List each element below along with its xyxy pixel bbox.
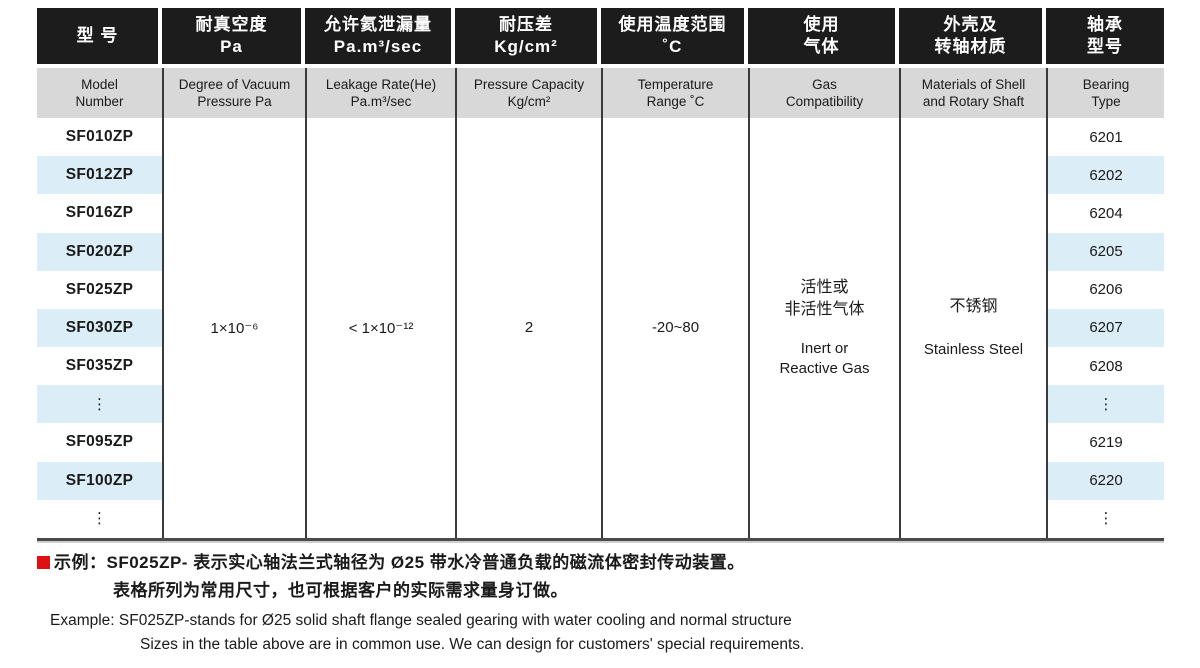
header-cell-leakage-en: Leakage Rate(He) Pa.m³/sec: [305, 68, 455, 118]
header-label: 轴承: [1087, 15, 1123, 34]
header-label: Type: [1091, 94, 1121, 109]
table-body: SF010ZP SF012ZP SF016ZP SF020ZP SF025ZP …: [37, 118, 1164, 538]
footnote-text-en2: Sizes in the table above are in common u…: [140, 636, 805, 653]
materials-english: Stainless Steel: [923, 340, 1024, 358]
header-label: 使用温度范围: [618, 15, 727, 34]
table-header-chinese: 型 号 耐真空度 Pa 允许氦泄漏量 Pa.m³/sec 耐压差 Kg/cm² 使用温…: [37, 8, 1164, 64]
header-label: Number: [75, 94, 124, 109]
footnote-text-en1: Example: SF025ZP-stands for Ø25 solid sh…: [50, 612, 792, 629]
model-cell: SF025ZP: [65, 280, 134, 298]
model-cell: SF030ZP: [37, 308, 162, 348]
bearing-cell: 6202: [1046, 156, 1164, 195]
bearing-cell: 6219: [1046, 423, 1164, 462]
bearing-cell: 6207: [1046, 308, 1164, 348]
header-label: Pressure Capacity: [473, 77, 585, 92]
model-cell: SF010ZP: [65, 128, 134, 146]
bearing-cell: 6201: [1046, 118, 1164, 157]
header-label: Pa.m³/sec: [350, 94, 412, 109]
header-label: Degree of Vacuum: [178, 77, 291, 92]
model-cell: SF012ZP: [37, 156, 162, 195]
pressure-value-cell: 2: [455, 118, 601, 538]
header-cell-model-cn: 型 号: [37, 8, 162, 64]
header-cell-vacuum-cn: 耐真空度 Pa: [162, 8, 305, 64]
footnote-text-cn1: 示例：SF025ZP- 表示实心轴法兰式轴径为 Ø25 带水冷普通负载的磁流体密…: [54, 553, 745, 572]
header-cell-materials-en: Materials of Shell and Rotary Shaft: [899, 68, 1046, 118]
bearing-cell: 6206: [1046, 270, 1164, 309]
header-label: 耐真空度: [195, 15, 268, 34]
header-label: Kg/cm²: [507, 94, 551, 109]
model-cell: SF095ZP: [65, 433, 134, 451]
header-label: 允许氦泄漏量: [324, 15, 432, 34]
leakage-value-cell: < 1×10⁻¹²: [305, 118, 455, 538]
materials-chinese: 不锈钢: [949, 297, 998, 315]
gas-english-line2: Reactive Gas: [779, 359, 870, 377]
temperature-value-cell: -20~80: [601, 118, 748, 538]
model-cell: SF020ZP: [37, 232, 162, 271]
header-label: 转轴材质: [934, 37, 1007, 56]
model-cell-ellipsis: ⋮: [37, 385, 162, 424]
model-cell: SF100ZP: [37, 461, 162, 500]
bearing-cell: 6208: [1046, 347, 1164, 386]
table-header-english: Model Number Degree of Vacuum Pressure Pa …: [37, 68, 1164, 118]
materials-value-cell: 不锈钢 Stainless Steel: [899, 118, 1046, 538]
header-label: Model: [81, 77, 118, 92]
header-label: 耐压差: [499, 15, 553, 34]
header-label: Leakage Rate(He): [325, 77, 437, 92]
model-cell-ellipsis: ⋮: [92, 510, 107, 528]
header-label: Temperature: [637, 77, 714, 92]
header-label: Gas: [812, 77, 837, 92]
header-label: Kg/cm²: [494, 37, 558, 56]
bearing-cell-ellipsis: ⋮: [1046, 499, 1164, 538]
bearing-cell: 6220: [1046, 461, 1164, 500]
gas-english-line1: Inert or: [800, 339, 849, 357]
red-square-icon: [37, 556, 50, 569]
header-cell-model-en: Model Number: [37, 68, 162, 118]
header-label: 型 号: [76, 26, 119, 45]
header-label: 使用: [803, 15, 840, 34]
model-cell: SF016ZP: [65, 204, 134, 222]
header-label: Range ˚C: [646, 94, 705, 109]
table-bottom-border: [37, 537, 1164, 541]
spec-table: 型 号 耐真空度 Pa 允许氦泄漏量 Pa.m³/sec 耐压差 Kg/cm² 使用温…: [37, 8, 1164, 541]
gas-chinese-line1: 活性或: [800, 278, 849, 296]
header-cell-pressure-cn: 耐压差 Kg/cm²: [455, 8, 601, 64]
header-label: 外壳及: [943, 15, 998, 34]
footnote-text-cn2: 表格所列为常用尺寸，也可根据客户的实际需求量身订做。: [113, 581, 568, 600]
vacuum-value-cell: 1×10⁻⁶: [162, 118, 305, 538]
header-label: Materials of Shell: [921, 77, 1026, 92]
header-label: Pa: [220, 37, 243, 56]
header-label: Bearing: [1082, 77, 1130, 92]
header-label: 型号: [1087, 37, 1123, 56]
header-label: Compatibility: [785, 94, 864, 109]
header-cell-vacuum-en: Degree of Vacuum Pressure Pa: [162, 68, 305, 118]
header-label: ˚C: [662, 37, 683, 56]
header-cell-gas-en: Gas Compatibility: [748, 68, 899, 118]
header-label: Pa.m³/sec: [333, 37, 423, 56]
footnote: 示例：SF025ZP- 表示实心轴法兰式轴径为 Ø25 带水冷普通负载的磁流体密…: [37, 551, 1177, 656]
header-cell-pressure-en: Pressure Capacity Kg/cm²: [455, 68, 601, 118]
header-cell-gas-cn: 使用 气体: [748, 8, 899, 64]
header-cell-temperature-en: Temperature Range ˚C: [601, 68, 748, 118]
header-cell-temperature-cn: 使用温度范围 ˚C: [601, 8, 748, 64]
header-label: and Rotary Shaft: [922, 94, 1025, 109]
bearing-cell-ellipsis: ⋮: [1046, 385, 1164, 424]
header-label: Pressure Pa: [197, 94, 272, 109]
header-cell-leakage-cn: 允许氦泄漏量 Pa.m³/sec: [305, 8, 455, 64]
gas-value-cell: 活性或 非活性气体 Inert or Reactive Gas: [748, 118, 899, 538]
model-cell: SF035ZP: [65, 357, 134, 375]
header-label: 气体: [803, 37, 840, 56]
header-cell-bearing-cn: 轴承 型号: [1046, 8, 1164, 64]
header-cell-bearing-en: Bearing Type: [1046, 68, 1164, 118]
bearing-cell: 6205: [1046, 232, 1164, 271]
bearing-cell: 6204: [1046, 194, 1164, 233]
gas-chinese-line2: 非活性气体: [784, 300, 865, 318]
header-cell-materials-cn: 外壳及 转轴材质: [899, 8, 1046, 64]
footnote-line-cn1: 示例：SF025ZP- 表示实心轴法兰式轴径为 Ø25 带水冷普通负载的磁流体密…: [37, 551, 1177, 575]
